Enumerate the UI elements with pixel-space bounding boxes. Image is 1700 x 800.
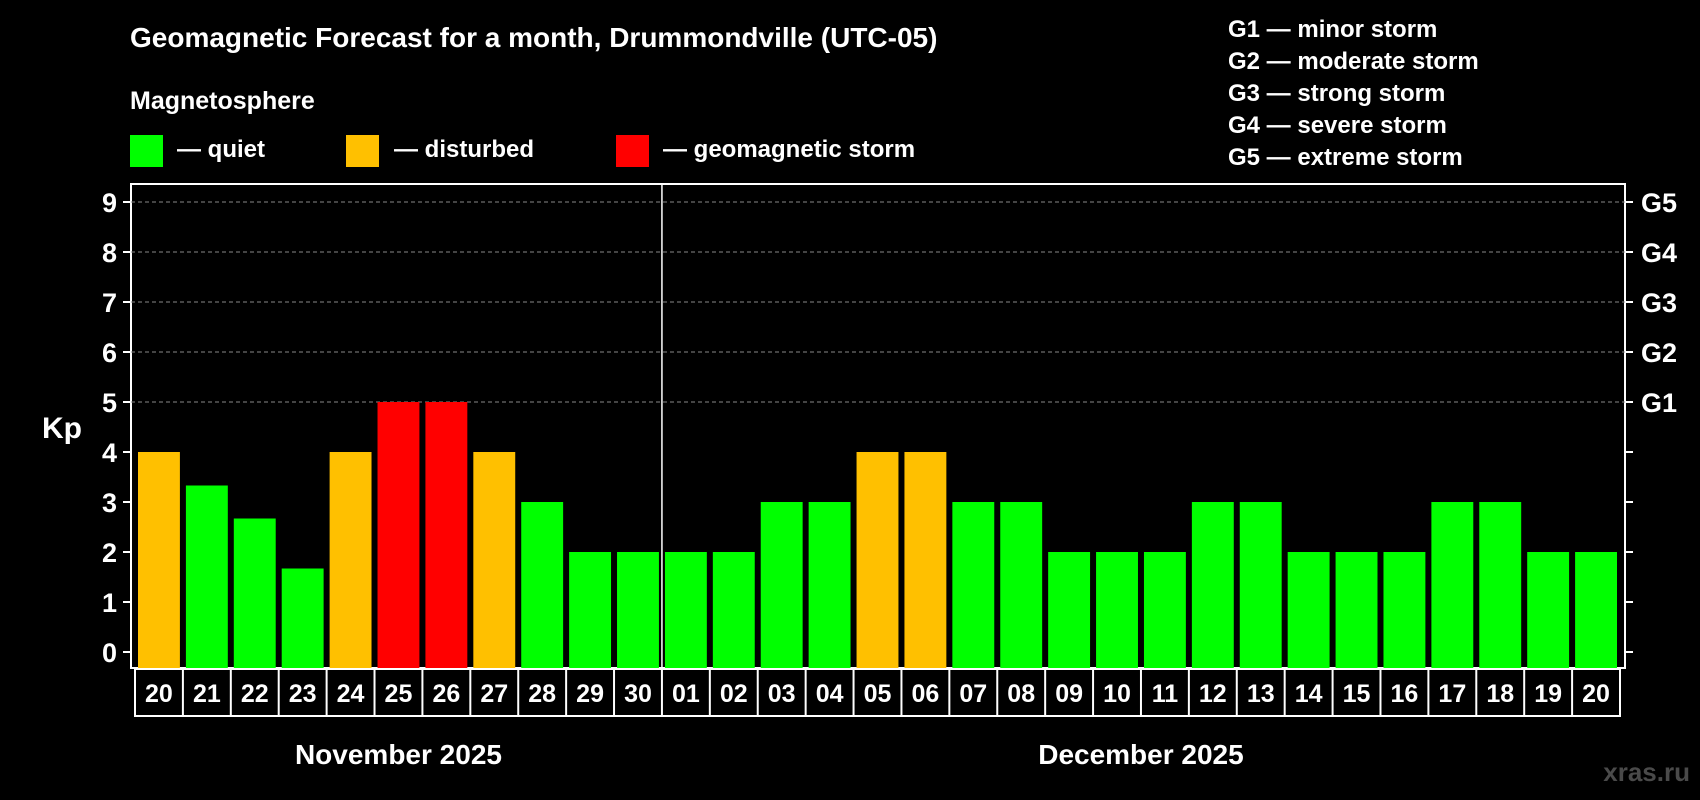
- x-tick-label: 04: [816, 680, 844, 708]
- x-tick-label: 02: [720, 680, 748, 708]
- x-tick-label: 06: [911, 680, 939, 708]
- legend-swatch-disturbed: [346, 135, 379, 167]
- x-tick-label: 17: [1438, 680, 1466, 708]
- bar-26: [1383, 552, 1426, 668]
- legend-label-storm: — geomagnetic storm: [663, 136, 915, 163]
- x-tick-label: 14: [1295, 680, 1323, 708]
- x-tick-label: 10: [1103, 680, 1131, 708]
- y-tick-label: 0: [102, 638, 117, 668]
- right-axis-label-G1: G1: [1641, 388, 1677, 418]
- x-tick-label: 24: [337, 680, 365, 708]
- right-axis-label-G5: G5: [1641, 188, 1677, 218]
- day-label-row: [134, 668, 1621, 717]
- x-tick-label: 19: [1534, 680, 1562, 708]
- bar-10: [617, 552, 659, 668]
- x-tick-label: 21: [193, 680, 221, 708]
- right-axis-label-G4: G4: [1641, 238, 1677, 268]
- x-tick-label: 29: [576, 680, 604, 708]
- bar-24: [1287, 552, 1330, 668]
- right-axis-label-G2: G2: [1641, 338, 1677, 368]
- legend-swatch-storm: [616, 135, 649, 167]
- month-label: November 2025: [295, 739, 502, 770]
- bar-7: [473, 452, 516, 668]
- x-tick-label: 20: [145, 680, 173, 708]
- x-tick-label: 07: [959, 680, 987, 708]
- x-tick-label: 22: [241, 680, 269, 708]
- bar-20: [1096, 552, 1138, 668]
- y-tick-label: 1: [102, 588, 117, 618]
- bar-29: [1527, 552, 1570, 668]
- x-tick-label: 08: [1007, 680, 1035, 708]
- x-tick-label: 23: [289, 680, 317, 708]
- bar-6: [425, 402, 468, 668]
- x-tick-label: 18: [1486, 680, 1514, 708]
- legend-label-disturbed: — disturbed: [394, 136, 534, 163]
- x-tick-label: 16: [1391, 680, 1419, 708]
- bar-4: [329, 452, 372, 668]
- x-tick-label: 28: [528, 680, 556, 708]
- right-axis-label-G3: G3: [1641, 288, 1677, 318]
- x-tick-label: 09: [1055, 680, 1083, 708]
- bar-0: [138, 452, 180, 668]
- y-tick-label: 5: [102, 388, 117, 418]
- bar-5: [377, 402, 420, 668]
- g-scale-g3: G3 — strong storm: [1228, 80, 1445, 107]
- bar-19: [1048, 552, 1091, 668]
- bar-18: [1000, 502, 1043, 668]
- bar-11: [664, 552, 707, 668]
- x-tick-label: 01: [672, 680, 700, 708]
- x-tick-label: 25: [385, 680, 413, 708]
- y-tick-label: 9: [102, 188, 117, 218]
- legend-swatch-quiet: [130, 135, 163, 167]
- bar-16: [904, 452, 947, 668]
- y-tick-label: 2: [102, 538, 117, 568]
- bar-25: [1335, 552, 1378, 668]
- bar-27: [1431, 502, 1474, 668]
- x-tick-label: 20: [1582, 680, 1610, 708]
- g-scale-g1: G1 — minor storm: [1228, 16, 1437, 43]
- bar-9: [569, 552, 612, 668]
- bar-12: [712, 552, 755, 668]
- bar-15: [856, 452, 899, 668]
- x-tick-label: 05: [864, 680, 892, 708]
- bar-14: [808, 502, 851, 668]
- bar-1: [185, 485, 228, 668]
- x-tick-label: 11: [1152, 680, 1179, 708]
- x-tick-label: 12: [1199, 680, 1227, 708]
- y-axis-label: Kp: [42, 412, 82, 445]
- x-tick-label: 30: [624, 680, 652, 708]
- x-tick-label: 15: [1343, 680, 1371, 708]
- bar-8: [521, 502, 564, 668]
- legend-heading: Magnetosphere: [130, 87, 315, 115]
- bar-3: [281, 568, 324, 668]
- y-tick-label: 3: [102, 488, 117, 518]
- g-scale-g4: G4 — severe storm: [1228, 112, 1447, 139]
- watermark: xras.ru: [1603, 757, 1690, 787]
- x-tick-label: 26: [432, 680, 460, 708]
- bar-13: [760, 502, 803, 668]
- bar-17: [952, 502, 995, 668]
- bar-30: [1575, 552, 1617, 668]
- x-tick-label: 27: [480, 680, 508, 708]
- bar-23: [1239, 502, 1282, 668]
- bar-22: [1191, 502, 1234, 668]
- g-scale-g2: G2 — moderate storm: [1228, 48, 1479, 75]
- y-tick-label: 8: [102, 238, 117, 268]
- month-label: December 2025: [1038, 739, 1243, 770]
- bar-21: [1143, 552, 1186, 668]
- x-tick-label: 03: [768, 680, 796, 708]
- x-tick-label: 13: [1247, 680, 1275, 708]
- y-tick-label: 7: [102, 288, 117, 318]
- legend-label-quiet: — quiet: [177, 136, 265, 163]
- y-tick-label: 4: [102, 438, 117, 468]
- bar-2: [233, 518, 276, 668]
- y-tick-label: 6: [102, 338, 117, 368]
- g-scale-g5: G5 — extreme storm: [1228, 144, 1463, 171]
- bar-28: [1479, 502, 1522, 668]
- chart-title: Geomagnetic Forecast for a month, Drummo…: [130, 22, 937, 53]
